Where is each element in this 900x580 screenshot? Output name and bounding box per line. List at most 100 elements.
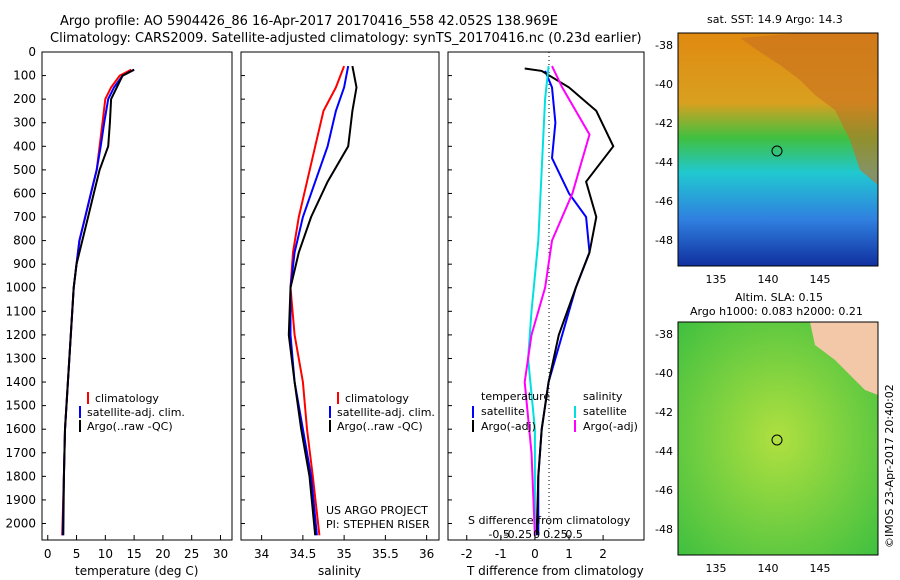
temperature-xlabel: temperature (deg C) [75,564,198,578]
title-line-2: Climatology: CARS2009. Satellite-adjuste… [50,31,642,46]
depth-tick-label: 900 [13,257,36,271]
x-tick-label: 0 [531,547,539,561]
x-tick-label: 0 [44,547,52,561]
series-line-satellite [527,65,550,536]
legend-salinity-header: salinity [583,390,623,403]
x-tick-label: 36 [419,547,434,561]
legend-sal-argo: Argo(-adj) [583,420,638,433]
title-line-1: Argo profile: AO 5904426_86 16-Apr-2017 … [60,14,558,29]
temperature-panel: 0 5 10 15 20 25 30 [41,51,233,561]
difference-xlabel: T difference from climatology [466,564,644,578]
lat-tick-label: -46 [655,484,673,497]
s-diff-label: S difference from climatology [468,514,631,527]
lat-tick-label: -48 [655,234,673,247]
depth-tick-label: 1100 [5,304,36,318]
depth-tick-label: 1600 [5,422,36,436]
depth-tick-label: 1000 [5,281,36,295]
x-tick-label: -2 [461,547,473,561]
lat-tick-label: -44 [655,445,673,458]
legend-temperature-header: temperature [481,390,550,403]
depth-tick-label: 200 [13,92,36,106]
legend-temp-argo: Argo(-adj) [481,420,536,433]
series-line-climatology [289,65,346,536]
lat-tick-label: -48 [655,523,673,536]
depth-tick-label: 1800 [5,469,36,483]
legend-climatology: climatology [95,392,159,405]
argo-location-marker [771,434,783,446]
x-tick-label: 30 [213,547,228,561]
x-tick-label: 10 [98,547,113,561]
series-line-argo-adj [524,67,615,536]
salinity-xlabel: salinity [318,564,361,578]
lat-tick-label: -38 [655,328,673,341]
sst-map-title: sat. SST: 14.9 Argo: 14.3 [707,13,843,26]
sla-map-title-1: Altim. SLA: 0.15 [735,291,823,304]
depth-tick-label: 600 [13,186,36,200]
depth-tick-label: 400 [13,139,36,153]
x-tick-label: 35 [336,547,351,561]
salinity-legend: climatology satellite-adj. clim. Argo(..… [326,392,435,531]
legend-satellite: satellite-adj. clim. [337,406,435,419]
top-tick-label: -0.5 [488,528,509,541]
x-tick-label: 20 [155,547,170,561]
series-line-satellite [537,70,591,536]
x-tick-label: 35.5 [372,547,399,561]
argo-location-marker [771,145,783,157]
lat-tick-label: -46 [655,195,673,208]
top-tick-label: 0.5 [565,528,583,541]
sla-map-axes: -38 -40 -42 -44 -46 -48 135 140 145 [655,328,830,575]
legend-argo: Argo(..raw -QC) [87,420,173,433]
lat-tick-label: -38 [655,39,673,52]
depth-tick-label: 100 [13,69,36,83]
lon-tick-label: 135 [706,273,727,286]
x-tick-label: -1 [495,547,507,561]
x-tick-label: 34.5 [290,547,317,561]
depth-tick-label: 2000 [5,516,36,530]
difference-legend: temperature satellite Argo(-adj) salinit… [468,390,638,527]
lat-tick-label: -40 [655,367,673,380]
x-tick-label: 34 [254,547,269,561]
depth-tick-label: 700 [13,210,36,224]
pi-credit: PI: STEPHEN RISER [326,518,430,531]
sla-land [810,322,878,395]
lon-tick-label: 140 [758,562,779,575]
lat-tick-label: -40 [655,78,673,91]
depth-tick-label: 800 [13,234,36,248]
legend-climatology: climatology [345,392,409,405]
sst-coastline [740,33,878,185]
lon-tick-label: 140 [758,273,779,286]
depth-tick-label: 300 [13,116,36,130]
lat-tick-label: -42 [655,117,673,130]
legend-argo: Argo(..raw -QC) [337,420,423,433]
series-line-argo-adj [523,65,591,536]
temperature-legend: climatology satellite-adj. clim. Argo(..… [79,392,185,433]
sst-map-axes: -38 -40 -42 -44 -46 -48 135 140 145 [655,39,830,286]
series-line-satellite-adj-clim [289,65,350,536]
depth-tick-label: 0 [28,45,36,59]
x-tick-label: 5 [73,547,81,561]
lon-tick-label: 145 [810,273,831,286]
sla-map: Altim. SLA: 0.15 Argo h1000: 0.083 h2000… [677,291,896,556]
lon-tick-label: 145 [810,562,831,575]
lon-tick-label: 135 [706,562,727,575]
depth-tick-label: 1400 [5,375,36,389]
lat-tick-label: -44 [655,156,673,169]
sla-map-title-2: Argo h1000: 0.083 h2000: 0.21 [690,305,863,318]
depth-tick-label: 1500 [5,399,36,413]
x-tick-label: 2 [599,547,607,561]
depth-tick-label: 1300 [5,351,36,365]
series-line-argo-raw-qc [62,68,135,536]
sst-map: sat. SST: 14.9 Argo: 14.3 [677,13,879,267]
top-tick-label: 0.25 [543,528,568,541]
depth-tick-label: 1700 [5,446,36,460]
depth-tick-label: 500 [13,163,36,177]
x-tick-label: 15 [126,547,141,561]
legend-temp-satellite: satellite [481,405,525,418]
salinity-panel: 34 34.5 35 35.5 36 [240,51,440,561]
top-tick-label: -0.25 [504,528,532,541]
series-line-argo-raw-qc [287,65,358,536]
imos-credit: ©IMOS 23-Apr-2017 20:40:02 [883,384,896,548]
depth-axis: 0 100 200 300 400 500 600 700 800 900 1000 1100 1200… [5,45,452,530]
depth-tick-label: 1900 [5,493,36,507]
